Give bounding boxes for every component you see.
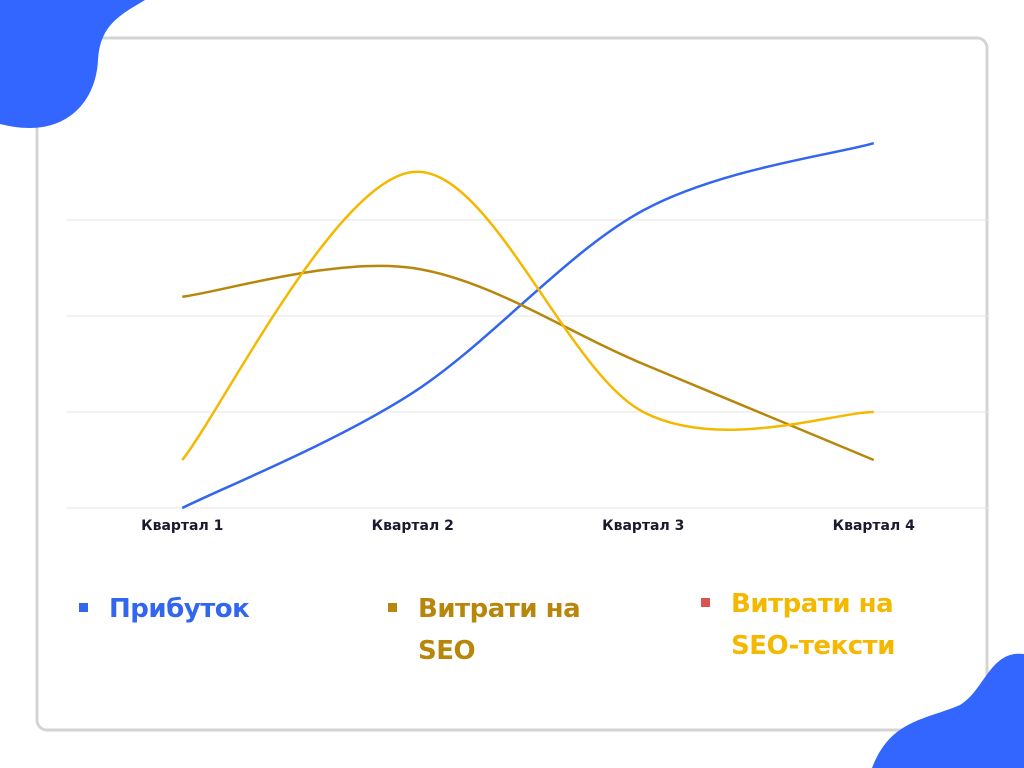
legend-item: Витрати на SEO [388,588,608,672]
legend-marker [388,603,397,612]
x-tick-label: Квартал 4 [833,518,915,534]
x-tick-label: Квартал 2 [372,518,454,534]
line [182,264,875,462]
decor-blob [0,0,145,128]
plot-area: Квартал 1 Квартал 2 Квартал 3 Квартал 4 [67,141,989,534]
legend-item: Прибуток [79,588,369,630]
legend-label: Прибуток [109,594,250,624]
x-tick-label: Квартал 1 [141,518,223,534]
x-tick-label: Квартал 3 [602,518,684,534]
decor-blob [872,653,1024,768]
card [35,36,989,732]
line [181,170,874,461]
legend-label: Витрати на SEO-тексти [731,589,895,661]
legend-item: Витрати на SEO-тексти [701,583,931,667]
legend-label: Витрати на SEO [418,594,581,666]
legend-marker [701,598,710,607]
legend-marker [79,603,88,612]
